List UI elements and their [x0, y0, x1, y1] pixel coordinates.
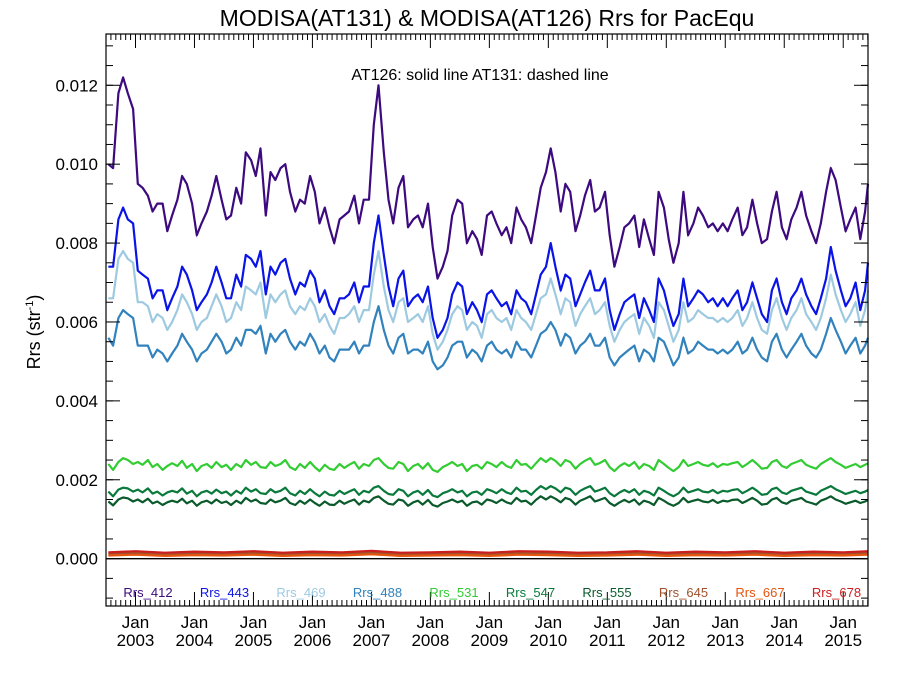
- x-tick-label-year: 2004: [176, 631, 214, 650]
- x-tick-label-year: 2006: [294, 631, 332, 650]
- x-tick-label-year: 2005: [235, 631, 273, 650]
- x-tick-label-month: Jan: [771, 613, 798, 632]
- series-dashed-line-rrs-667: [108, 553, 869, 557]
- x-tick-label-year: 2007: [352, 631, 390, 650]
- x-tick-label-month: Jan: [830, 613, 857, 632]
- x-tick-label-month: Jan: [535, 613, 562, 632]
- x-tick-label-month: Jan: [712, 613, 739, 632]
- x-tick-label-month: Jan: [181, 613, 208, 632]
- chart-title: MODISA(AT131) & MODISA(AT126) Rrs for Pa…: [220, 5, 755, 31]
- legend-item-rrs-555: Rrs_555: [582, 585, 631, 600]
- series-dashed-line-rrs-469: [108, 249, 869, 351]
- x-tick-label-month: Jan: [594, 613, 621, 632]
- series-line-rrs-555: [107, 495, 869, 508]
- series-line-rrs-531: [107, 457, 869, 473]
- series-layer: [107, 75, 870, 557]
- x-tick-label-year: 2014: [765, 631, 803, 650]
- legend-item-rrs-667: Rrs_667: [735, 585, 784, 600]
- series-dashed-line-rrs-531: [107, 457, 869, 473]
- series-line-rrs-488: [107, 305, 870, 371]
- series-dashed-line-rrs-555: [108, 495, 869, 508]
- legend-item-rrs-469: Rrs_469: [276, 585, 325, 600]
- legend-item-rrs-531: Rrs_531: [429, 585, 478, 600]
- x-tick-label-month: Jan: [299, 613, 326, 632]
- y-tick-label: 0.000: [55, 550, 98, 569]
- x-tick-label-year: 2015: [824, 631, 862, 650]
- x-tick-label-year: 2013: [706, 631, 744, 650]
- y-axis-label-main: Rrs (str: [24, 310, 44, 369]
- axis-layer: 0.0000.0020.0040.0060.0080.0100.012Jan20…: [55, 34, 869, 650]
- legend-item-rrs-412: Rrs_412: [123, 585, 172, 600]
- y-tick-label: 0.004: [55, 392, 98, 411]
- legend-item-rrs-678: Rrs_678: [812, 585, 861, 600]
- legend-item-rrs-443: Rrs_443: [200, 585, 249, 600]
- x-tick-label-month: Jan: [476, 613, 503, 632]
- y-tick-label: 0.008: [55, 234, 98, 253]
- x-tick-label-month: Jan: [417, 613, 444, 632]
- series-dashed-line-rrs-412: [108, 75, 869, 281]
- series-dashed-line-rrs-645: [108, 552, 869, 555]
- legend-item-rrs-488: Rrs_488: [353, 585, 402, 600]
- x-tick-label-year: 2010: [529, 631, 567, 650]
- x-tick-label-month: Jan: [653, 613, 680, 632]
- legend-item-rrs-547: Rrs_547: [506, 585, 555, 600]
- x-tick-label-month: Jan: [122, 613, 149, 632]
- x-tick-label-year: 2011: [589, 631, 626, 650]
- series-line-rrs-412: [107, 76, 870, 280]
- x-tick-label-month: Jan: [358, 613, 385, 632]
- y-axis-label: Rrs (str-1): [24, 295, 44, 370]
- y-tick-label: 0.002: [55, 471, 98, 490]
- series-dashed-line-rrs-488: [107, 303, 869, 371]
- x-tick-label-year: 2008: [411, 631, 449, 650]
- y-axis-label-end: ): [24, 295, 44, 301]
- line-style-annotation: AT126: solid line AT131: dashed line: [351, 67, 608, 84]
- legend-item-rrs-645: Rrs_645: [659, 585, 708, 600]
- series-dashed-line-rrs-547: [107, 485, 869, 498]
- plot-frame: [105, 33, 869, 607]
- y-axis-label-sup: -1: [24, 301, 36, 311]
- y-tick-label: 0.012: [55, 76, 98, 95]
- series-line-rrs-469: [108, 249, 870, 351]
- y-tick-label: 0.006: [55, 313, 98, 332]
- x-tick-label-year: 2012: [647, 631, 685, 650]
- x-tick-label-year: 2009: [470, 631, 508, 650]
- series-dashed-line-rrs-678: [108, 550, 869, 554]
- series-line-rrs-547: [107, 485, 869, 499]
- y-tick-label: 0.010: [55, 155, 98, 174]
- x-tick-label-year: 2003: [117, 631, 155, 650]
- x-tick-label-month: Jan: [240, 613, 267, 632]
- series-dashed-line-rrs-443: [108, 205, 869, 340]
- series-line-rrs-443: [108, 206, 870, 339]
